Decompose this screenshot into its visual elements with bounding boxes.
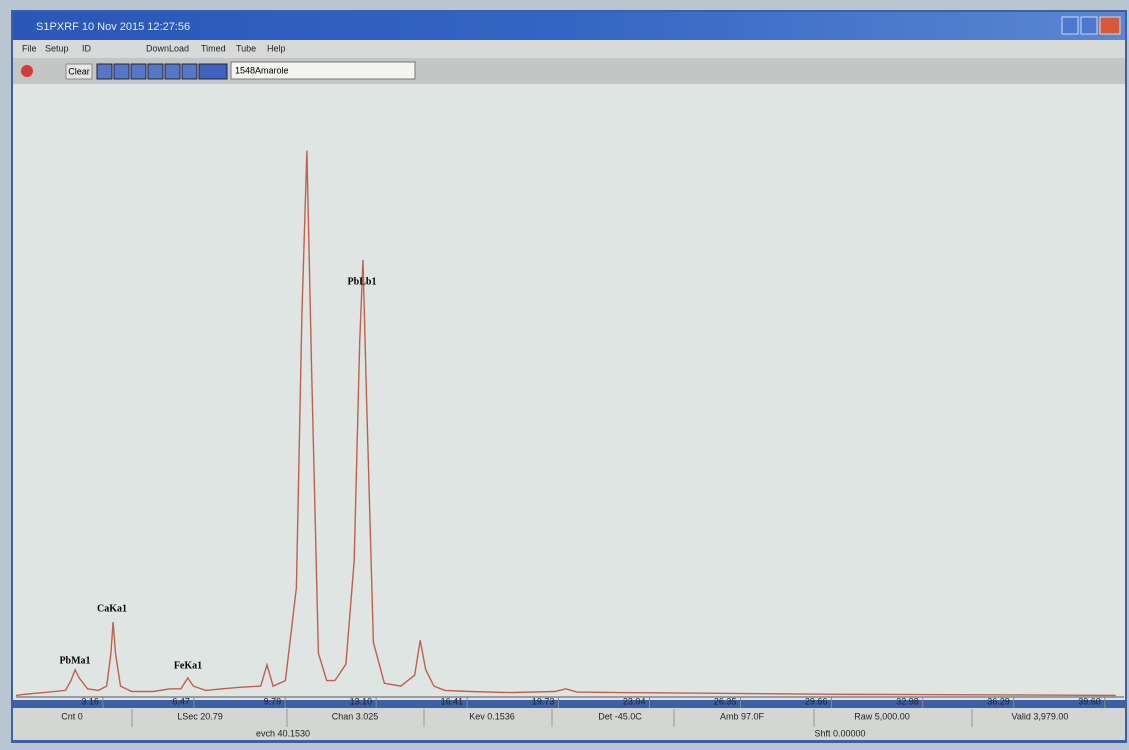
window-title: S1PXRF 10 Nov 2015 12:27:56 — [36, 21, 190, 33]
status-field: Det -45.0C — [598, 711, 642, 721]
peak-label: PbLb1 — [348, 276, 377, 287]
record-indicator — [21, 65, 33, 77]
peak-label: CaKa1 — [97, 603, 127, 614]
status-field: Cnt 0 — [61, 711, 83, 721]
status-field: Raw 5,000.00 — [854, 711, 910, 721]
status-field: Kev 0.1536 — [469, 711, 515, 721]
status-field: Valid 3,979.00 — [1012, 711, 1069, 721]
x-tick-label: 16.41 — [441, 696, 464, 706]
menu-item[interactable]: DownLoad — [146, 43, 189, 53]
sample-input-text: 1548Amarole — [235, 65, 289, 75]
x-tick-label: 13.10 — [350, 696, 373, 706]
tool-icon[interactable] — [148, 64, 163, 79]
close-button[interactable] — [1100, 17, 1120, 34]
peak-label: FeKa1 — [174, 660, 202, 671]
status-field: evch 40.1530 — [256, 728, 310, 738]
tool-icons — [97, 64, 227, 79]
minimize-button[interactable] — [1062, 17, 1078, 34]
menu-item[interactable]: Help — [267, 43, 286, 53]
status-field: LSec 20.79 — [177, 711, 223, 721]
window: S1PXRF 10 Nov 2015 12:27:56 File Setup ID D… — [0, 0, 1129, 745]
x-tick-label: 9.79 — [264, 696, 282, 706]
dropdown[interactable] — [199, 64, 227, 79]
status-field: Amb 97.0F — [720, 711, 765, 721]
menu-item[interactable]: ID — [82, 43, 92, 53]
menu-item[interactable]: Tube — [236, 43, 256, 53]
status-field: Shft 0.00000 — [814, 728, 865, 738]
x-tick-label: 29.66 — [805, 696, 828, 706]
plot-area — [13, 84, 1125, 700]
x-tick-label: 32.98 — [896, 696, 919, 706]
tool-icon[interactable] — [165, 64, 180, 79]
x-tick-label: 23.04 — [623, 696, 646, 706]
x-tick-label: 6.47 — [172, 696, 190, 706]
status-field: Chan 3.025 — [332, 711, 379, 721]
tool-icon[interactable] — [131, 64, 146, 79]
menu-item[interactable]: Timed — [201, 43, 226, 53]
clear-label: Clear — [68, 66, 90, 76]
menu-item[interactable]: File — [22, 43, 37, 53]
tool-icon[interactable] — [97, 64, 112, 79]
menu-item[interactable]: Setup — [45, 43, 69, 53]
x-tick-label: 36.29 — [987, 696, 1010, 706]
page: S1PXRF 10 Nov 2015 12:27:56 File Setup ID D… — [0, 0, 1129, 745]
maximize-button[interactable] — [1081, 17, 1097, 34]
tool-icon[interactable] — [182, 64, 197, 79]
x-tick-label: 39.60 — [1078, 696, 1101, 706]
peak-label: PbMa1 — [59, 655, 90, 666]
tool-icon[interactable] — [114, 64, 129, 79]
x-tick-label: 3.16 — [81, 696, 99, 706]
x-tick-label: 19.73 — [532, 696, 555, 706]
x-tick-label: 26.35 — [714, 696, 737, 706]
